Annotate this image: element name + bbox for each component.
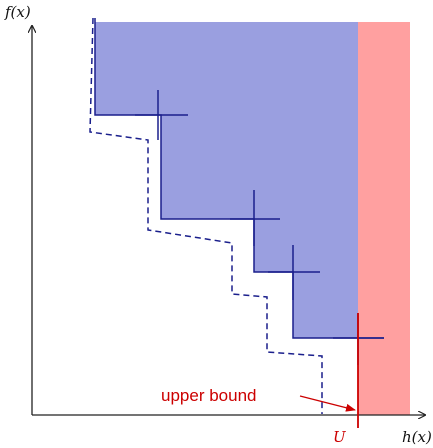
dashed-front-line	[89, 17, 323, 414]
y-axis-label: f(x)	[4, 3, 31, 21]
upper-bound-annotation: upper bound	[161, 386, 256, 405]
x-axis-label: h(x)	[402, 428, 432, 446]
upper-bound-arrow	[299, 395, 356, 412]
upper-bound-marker-label: U	[333, 428, 347, 446]
infeasible-region	[358, 22, 410, 415]
